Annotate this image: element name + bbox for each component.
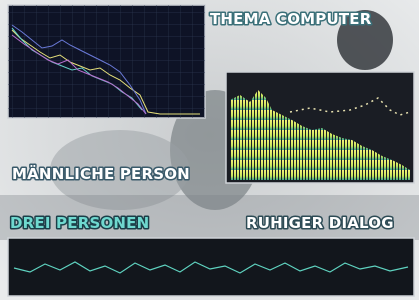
page: {"captions": {"topic": "THEMA COMPUTER",… bbox=[0, 0, 419, 300]
waveform-panel bbox=[8, 238, 414, 296]
bar-panel bbox=[226, 72, 414, 183]
caption-mood: RUHIGER DIALOG bbox=[246, 214, 394, 232]
spectrum-panel bbox=[8, 5, 205, 118]
caption-topic: THEMA COMPUTER bbox=[210, 10, 372, 28]
caption-speaker: MÄNNLICHE PERSON bbox=[12, 164, 190, 183]
scene: THEMA COMPUTER MÄNNLICHE PERSON DREI PER… bbox=[0, 0, 419, 300]
caption-people: DREI PERSONEN bbox=[10, 214, 149, 232]
